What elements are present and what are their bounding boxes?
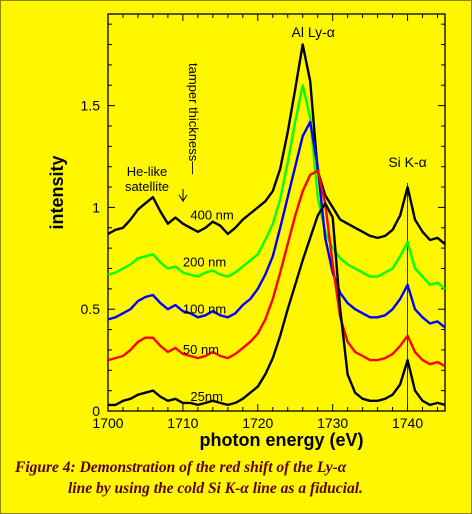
plot-frame xyxy=(107,13,446,412)
series-line-3 xyxy=(107,120,446,329)
y-tick-label: 0.5 xyxy=(81,301,101,317)
curve-label: 200 nm xyxy=(183,254,226,269)
x-tick-label: 1700 xyxy=(92,415,123,431)
x-axis-label: photon energy (eV) xyxy=(199,430,363,450)
tamper-arrow-icon xyxy=(178,189,188,203)
annotation-ly-alpha: Al Ly-α xyxy=(292,24,335,40)
series-line-5 xyxy=(108,202,446,407)
curve-label: 25nm xyxy=(190,389,223,404)
y-tick-label: 0 xyxy=(92,403,100,419)
annotation-si-k-alpha: Si K-α xyxy=(388,154,426,170)
curve-label: 100 nm xyxy=(183,301,226,316)
series-line-4 xyxy=(107,169,446,368)
curve-label: 400 nm xyxy=(190,208,233,223)
caption-line-1: Figure 4: Demonstration of the red shift… xyxy=(15,459,347,476)
x-tick-label: 1720 xyxy=(242,415,273,431)
figure-caption: Figure 4: Demonstration of the red shift… xyxy=(15,457,467,499)
curve-label: 50 nm xyxy=(183,342,219,357)
annotation-satellite-line-2: satellite xyxy=(125,179,169,194)
annotation-tamper-thickness: tamper thickness— xyxy=(186,63,201,174)
x-tick-label: 1710 xyxy=(167,415,198,431)
spectrum-chart: 1700 1710 1720 1730 1740 0 0.5 1 1.5 photon energ… xyxy=(47,13,446,450)
series-line-1 xyxy=(107,43,446,246)
series-line-2 xyxy=(107,84,446,290)
caption-line-2: line by using the cold Si K-α line as a … xyxy=(68,480,363,497)
y-tick-label: 1.5 xyxy=(81,98,101,114)
x-tick-label: 1730 xyxy=(317,415,348,431)
y-tick-label: 1 xyxy=(92,199,100,215)
x-tick-label: 1740 xyxy=(392,415,423,431)
annotation-satellite-line-1: He-like xyxy=(127,164,167,179)
y-axis-label: intensity xyxy=(47,155,67,229)
